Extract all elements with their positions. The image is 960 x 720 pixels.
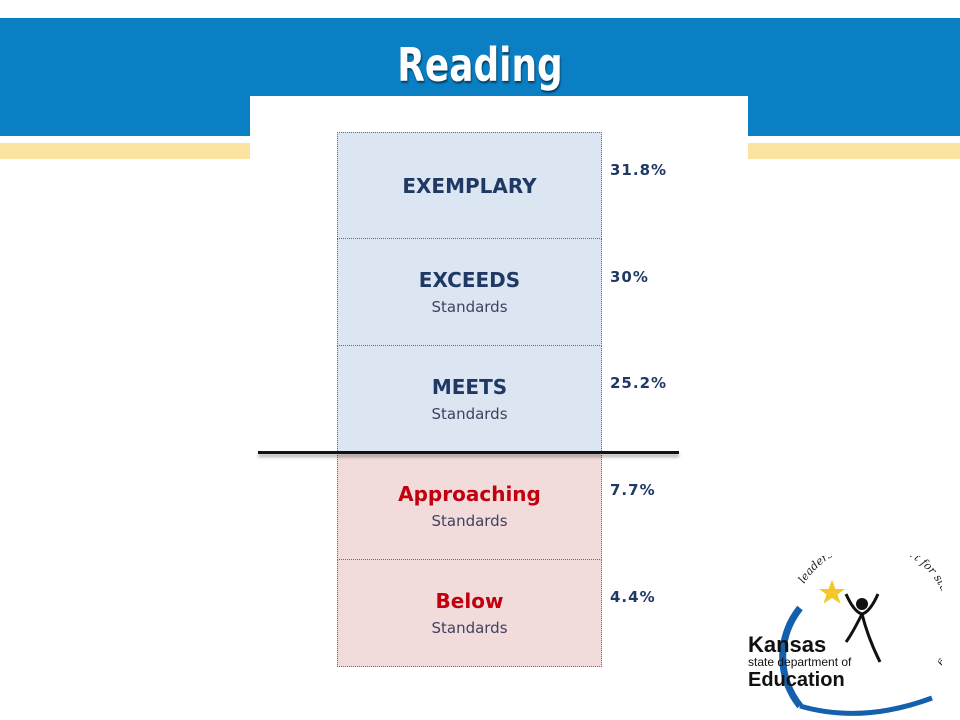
level-name: EXEMPLARY (402, 173, 537, 198)
level-subtitle: Standards (431, 512, 508, 530)
percent-exemplary: 31.8% (610, 161, 668, 179)
slide-title: Reading (397, 38, 563, 92)
percent-exceeds: 30% (610, 268, 649, 286)
level-subtitle: Standards (431, 619, 508, 637)
level-subtitle: Standards (431, 405, 508, 423)
logo-education: Education (748, 669, 845, 691)
level-meets: MEETS Standards (337, 346, 602, 453)
performance-levels-chart: EXEMPLARY EXCEEDS Standards MEETS Standa… (337, 132, 602, 667)
logo-blue-swoosh (799, 695, 933, 716)
level-exceeds: EXCEEDS Standards (337, 239, 602, 346)
level-approaching: Approaching Standards (337, 453, 602, 560)
proficiency-cut-line (258, 451, 679, 454)
percent-approaching: 7.7% (610, 481, 656, 499)
figure-body-icon (844, 613, 882, 663)
logo-blue-arc (779, 605, 803, 709)
level-name: EXCEEDS (418, 268, 521, 292)
level-subtitle: Standards (431, 298, 508, 316)
level-exemplary: EXEMPLARY (337, 132, 602, 239)
figure-head-icon (856, 598, 868, 610)
logo-kansas: Kansas (748, 632, 826, 657)
level-name: MEETS (431, 375, 508, 399)
level-below: Below Standards (337, 560, 602, 667)
ksde-logo: leadership and support for student learn… (748, 556, 942, 716)
percent-meets: 25.2% (610, 374, 668, 392)
level-name: Below (435, 589, 504, 613)
star-icon (819, 580, 845, 604)
level-name: Approaching (398, 482, 541, 506)
logo-state-dept: state department of (748, 655, 852, 669)
percent-below: 4.4% (610, 588, 656, 606)
